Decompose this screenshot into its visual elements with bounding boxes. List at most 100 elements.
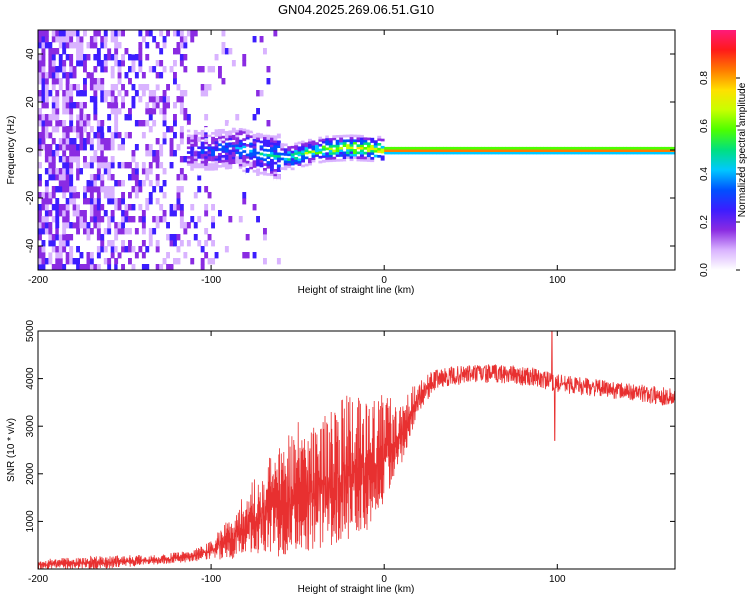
heatmap-ridge-cell <box>346 139 350 143</box>
heatmap-ridge-cell <box>571 151 575 155</box>
heatmap-ridge-cell <box>228 152 233 155</box>
heatmap-cell <box>155 264 160 271</box>
heatmap-ridge-cell <box>391 149 395 152</box>
heatmap-ridge-cell <box>650 149 655 152</box>
heatmap-cell <box>173 150 177 157</box>
heatmap-ridge-cell <box>197 132 202 135</box>
heatmap-cell <box>121 162 125 169</box>
heatmap-ridge-cell <box>270 151 274 155</box>
heatmap-cell <box>128 216 132 223</box>
heatmap-cell <box>83 144 87 151</box>
heatmap-ridge-cell <box>321 160 326 163</box>
heatmap-ridge-cell <box>283 157 288 161</box>
heatmap-cell <box>148 144 153 151</box>
snr-x-axis-label: Height of straight line (km) <box>298 584 415 595</box>
heatmap-cell <box>69 198 74 205</box>
heatmap-ridge-cell <box>467 149 472 152</box>
heatmap-ridge-cell <box>325 142 330 146</box>
heatmap-cell <box>93 132 98 139</box>
heatmap-cell <box>93 216 98 223</box>
heatmap-cell <box>69 246 74 253</box>
heatmap-cell <box>256 216 260 223</box>
heatmap-ridge-cell <box>197 163 202 166</box>
heatmap-cell <box>62 48 67 55</box>
heatmap-ridge-cell <box>325 152 330 155</box>
heatmap-ridge-cell <box>245 129 250 133</box>
heatmap-ridge-cell <box>204 151 209 154</box>
heatmap-cell <box>169 126 174 133</box>
heatmap-ridge-cell <box>297 163 302 166</box>
heatmap-cell <box>55 102 60 109</box>
heatmap-ridge-cell <box>224 130 229 134</box>
heatmap-ridge-cell <box>211 124 215 128</box>
heatmap-ridge-cell <box>283 162 288 166</box>
heatmap-ridge-cell <box>200 129 205 133</box>
heatmap-ridge-cell <box>259 152 264 156</box>
heatmap-cell <box>169 264 174 271</box>
heatmap-ridge-cell <box>186 124 191 128</box>
heatmap-cell <box>41 216 46 223</box>
heatmap-cell <box>259 90 264 97</box>
heatmap-ridge-cell <box>304 156 309 160</box>
heatmap-ridge-cell <box>353 153 357 157</box>
heatmap-ridge-cell <box>235 144 240 147</box>
heatmap-cell <box>69 180 74 187</box>
heatmap-cell <box>62 264 67 271</box>
heatmap-cell <box>65 144 70 151</box>
heatmap-cell <box>110 210 115 217</box>
heatmap-ridge-cell <box>366 142 371 146</box>
heatmap-cell <box>79 168 84 175</box>
heatmap-ridge-cell <box>287 158 292 161</box>
heatmap-cell <box>86 252 91 259</box>
heatmap-cell <box>89 96 94 103</box>
heatmap-cell <box>62 180 67 187</box>
heatmap-ridge-cell <box>671 146 676 150</box>
heatmap-ridge-cell <box>453 149 458 152</box>
heatmap-cell <box>48 222 53 229</box>
heatmap-ridge-cell <box>398 146 402 150</box>
heatmap-ridge-cell <box>190 158 195 162</box>
heatmap-cell <box>41 102 46 109</box>
heatmap-ridge-cell <box>553 146 558 150</box>
heatmap-ridge-cell <box>235 156 240 159</box>
heatmap-cell <box>69 108 74 115</box>
heatmap-ridge-cell <box>256 132 260 136</box>
heatmap-cell <box>117 108 122 115</box>
heatmap-cell <box>58 228 63 235</box>
heatmap-cell <box>83 138 87 145</box>
heatmap-cell <box>51 174 56 181</box>
heatmap-ridge-cell <box>245 124 250 128</box>
heatmap-ridge-cell <box>221 171 226 175</box>
heatmap-cell <box>48 174 53 181</box>
heatmap-cell <box>193 222 198 229</box>
heatmap-cell <box>155 42 160 49</box>
heatmap-ridge-cell <box>231 130 236 133</box>
heatmap-ridge-cell <box>377 135 382 139</box>
heatmap-cell <box>38 96 42 103</box>
heatmap-ridge-cell <box>439 149 444 152</box>
heatmap-cell <box>173 30 177 37</box>
heatmap-cell <box>65 78 70 85</box>
heatmap-cell <box>186 30 191 37</box>
heatmap-ridge-cell <box>657 149 662 152</box>
heatmap-cell <box>69 30 74 37</box>
heatmap-ridge-cell <box>256 130 260 133</box>
heatmap-ridge-cell <box>636 151 641 155</box>
heatmap-cell <box>58 84 63 91</box>
heatmap-cell <box>141 180 146 187</box>
heatmap-cell <box>114 222 119 229</box>
heatmap-ridge-cell <box>654 151 659 155</box>
heatmap-ridge-cell <box>224 169 229 172</box>
heatmap-ridge-cell <box>297 151 302 154</box>
heatmap-ridge-cell <box>207 153 212 157</box>
heatmap-ridge-cell <box>190 127 195 130</box>
heatmap-cell <box>58 78 63 85</box>
heatmap-cell <box>76 192 80 199</box>
heatmap-cell <box>141 132 146 139</box>
heatmap-cell <box>141 228 146 235</box>
heatmap-ridge-cell <box>235 141 240 145</box>
heatmap-cell <box>89 84 94 91</box>
heatmap-ridge-cell <box>214 165 219 168</box>
heatmap-ridge-cell <box>214 148 219 152</box>
heatmap-cell <box>162 168 167 175</box>
